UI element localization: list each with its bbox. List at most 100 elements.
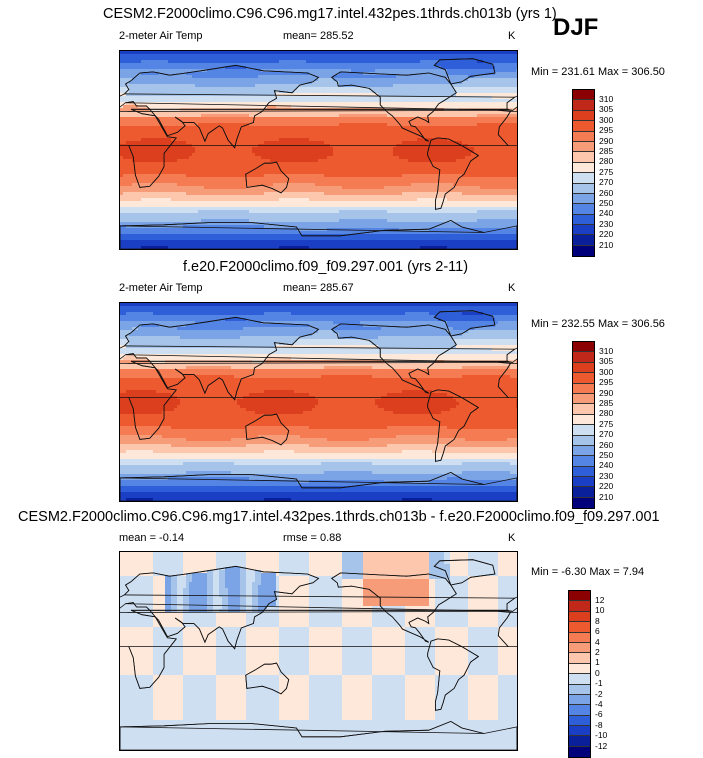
colorbar-tick-label: 290 (599, 137, 613, 146)
colorbar-swatch (569, 653, 590, 663)
panel-2-map (119, 302, 518, 502)
colorbar-tick-label: 280 (599, 157, 613, 166)
colorbar-swatch (573, 456, 594, 466)
panel-3-map-canvas (120, 552, 517, 750)
panel-1-variable-label: 2-meter Air Temp (119, 30, 203, 42)
colorbar-tick-label: 4 (595, 638, 600, 647)
colorbar-tick-label: 1 (595, 658, 600, 667)
colorbar-tick-label: 310 (599, 347, 613, 356)
colorbar-swatch (573, 467, 594, 477)
colorbar-swatch (569, 633, 590, 643)
panel-2-title: f.e20.F2000climo.f09_f09.297.001 (yrs 2-… (183, 259, 468, 275)
colorbar-swatch (573, 373, 594, 383)
colorbar-swatch (573, 487, 594, 497)
colorbar-tick-label: 250 (599, 199, 613, 208)
panel-1-map (119, 50, 518, 250)
colorbar-swatch (569, 736, 590, 746)
colorbar-tick-label: 12 (595, 596, 604, 605)
colorbar-swatch (573, 246, 594, 256)
colorbar-tick-label: 220 (599, 482, 613, 491)
colorbar-tick-label: -8 (595, 721, 603, 730)
panel-1-mean-label: mean= 285.52 (283, 30, 354, 42)
season-label: DJF (553, 14, 598, 42)
panel-1-minmax: Min = 231.61 Max = 306.50 (531, 66, 665, 78)
colorbar-tick-label: 230 (599, 472, 613, 481)
colorbar-tick-label: 10 (595, 606, 604, 615)
colorbar-tick-label: 270 (599, 178, 613, 187)
colorbar-swatch (573, 90, 594, 100)
colorbar-swatch (569, 643, 590, 653)
panel-3-title: CESM2.F2000climo.C96.C96.mg17.intel.432p… (18, 509, 660, 525)
colorbar-swatch (573, 225, 594, 235)
colorbar-swatch (573, 132, 594, 142)
colorbar-tick-label: -1 (595, 679, 603, 688)
colorbar-swatch (573, 498, 594, 508)
colorbar-tick-label: 220 (599, 230, 613, 239)
colorbar-swatch (573, 352, 594, 362)
panel-1-units: K (508, 30, 515, 42)
panel-3-mean-label: mean = -0.14 (119, 532, 184, 544)
panel-3-minmax: Min = -6.30 Max = 7.94 (531, 566, 644, 578)
colorbar-swatch (573, 235, 594, 245)
colorbar-swatch (569, 601, 590, 611)
colorbar-swatch (573, 100, 594, 110)
panel-3-rmse-label: rmse = 0.88 (283, 532, 341, 544)
colorbar-tick-label: 2 (595, 648, 600, 657)
colorbar-tick-label: -12 (595, 742, 607, 751)
colorbar-swatch (573, 415, 594, 425)
colorbar-tick-label: 280 (599, 409, 613, 418)
colorbar-tick-label: -6 (595, 710, 603, 719)
panel-3-map (119, 551, 518, 751)
colorbar-tick-label: 295 (599, 126, 613, 135)
colorbar-swatch (573, 142, 594, 152)
colorbar-tick-label: 300 (599, 368, 613, 377)
colorbar-tick-label: 250 (599, 451, 613, 460)
colorbar-swatch (569, 664, 590, 674)
colorbar-swatch (573, 121, 594, 131)
colorbar-tick-label: -2 (595, 690, 603, 699)
colorbar-swatch (569, 674, 590, 684)
colorbar-tick-label: 275 (599, 420, 613, 429)
colorbar-swatch (573, 163, 594, 173)
colorbar-tick-label: 210 (599, 241, 613, 250)
colorbar-swatch (573, 184, 594, 194)
colorbar-tick-label: -10 (595, 731, 607, 740)
colorbar-swatch (569, 685, 590, 695)
colorbar-tick-label: 305 (599, 357, 613, 366)
colorbar-swatch (573, 425, 594, 435)
colorbar-tick-label: 305 (599, 105, 613, 114)
colorbar-swatch (573, 477, 594, 487)
colorbar-tick-label: 240 (599, 461, 613, 470)
panel-2-colorbar-swatches (572, 341, 595, 509)
panel-1-colorbar-swatches (572, 89, 595, 257)
panel-3-colorbar-swatches (568, 590, 591, 758)
panel-2-variable-label: 2-meter Air Temp (119, 282, 203, 294)
colorbar-tick-label: 285 (599, 399, 613, 408)
colorbar-swatch (573, 204, 594, 214)
panel-1-map-canvas (120, 51, 517, 249)
colorbar-swatch (569, 726, 590, 736)
colorbar-swatch (569, 705, 590, 715)
colorbar-tick-label: 285 (599, 147, 613, 156)
panel-3-units: K (508, 532, 515, 544)
panel-2-minmax: Min = 232.55 Max = 306.56 (531, 318, 665, 330)
colorbar-tick-label: 290 (599, 389, 613, 398)
colorbar-swatch (573, 342, 594, 352)
colorbar-swatch (573, 173, 594, 183)
colorbar-swatch (573, 152, 594, 162)
colorbar-swatch (573, 394, 594, 404)
colorbar-swatch (569, 716, 590, 726)
colorbar-tick-label: 310 (599, 95, 613, 104)
colorbar-tick-label: 260 (599, 189, 613, 198)
colorbar-swatch (573, 111, 594, 121)
colorbar-tick-label: 6 (595, 627, 600, 636)
colorbar-tick-label: -4 (595, 700, 603, 709)
colorbar-swatch (569, 591, 590, 601)
panel-2-map-canvas (120, 303, 517, 501)
colorbar-swatch (569, 695, 590, 705)
panel-2-units: K (508, 282, 515, 294)
colorbar-swatch (573, 436, 594, 446)
colorbar-tick-label: 0 (595, 669, 600, 678)
colorbar-swatch (573, 446, 594, 456)
colorbar-swatch (569, 747, 590, 757)
